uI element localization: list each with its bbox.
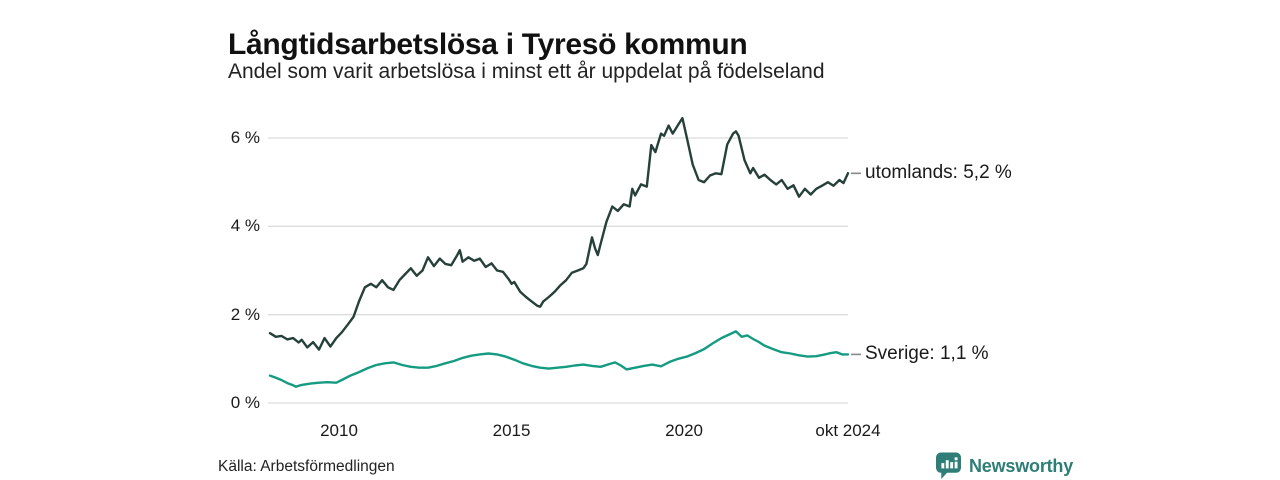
x-tick-label: 2015 (492, 421, 531, 440)
y-tick-label: 0 % (230, 393, 260, 412)
series-line-Sverige (268, 330, 850, 388)
y-tick-label: 4 % (230, 216, 260, 236)
page-title: Långtidsarbetslösa i Tyresö kommun (228, 28, 748, 62)
series-label-utomlands: utomlands: 5,2 % (865, 162, 1012, 184)
chart-subtitle: Andel som varit arbetslösa i minst ett å… (228, 60, 825, 83)
brand-name: Newsworthy (969, 455, 1074, 476)
x-tick-label: 2020 (665, 421, 703, 440)
series-line-utomlands (268, 116, 850, 351)
series-label-sverige: Sverige: 1,1 % (865, 343, 989, 365)
x-tick-label: 2010 (320, 421, 358, 440)
x-tick-label: okt 2024 (815, 421, 881, 440)
y-tick-label: 2 % (230, 304, 260, 324)
newsworthy-icon (936, 452, 961, 479)
y-tick-label: 6 % (230, 128, 260, 147)
brand-logo: Newsworthy (936, 452, 1073, 480)
source-note: Källa: Arbetsförmedlingen (218, 458, 395, 475)
